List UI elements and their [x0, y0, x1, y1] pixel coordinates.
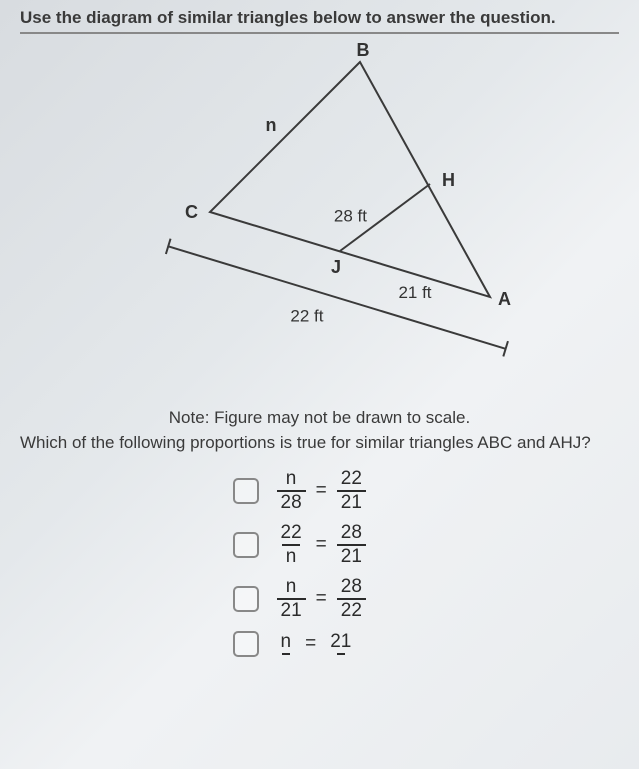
- option-d-right-den: [337, 653, 345, 656]
- option-c-left-den: 21: [277, 598, 306, 621]
- vertex-h-label: H: [442, 170, 455, 190]
- option-c-left-num: n: [282, 577, 301, 598]
- measurement-ca: 22 ft: [290, 307, 323, 326]
- option-c-right-den: 22: [337, 598, 366, 621]
- option-a-left-den: 28: [277, 490, 306, 513]
- answer-options: n28 = 2221 22n = 2821 n21 = 2822: [20, 469, 619, 657]
- measurement-ja: 21 ft: [398, 283, 431, 302]
- option-b-right-den: 21: [337, 544, 366, 567]
- vertex-c-label: C: [185, 202, 198, 222]
- option-a[interactable]: n28 = 2221: [233, 469, 407, 513]
- option-b-equation: 22n = 2821: [277, 523, 407, 567]
- option-d-left-num: n: [277, 632, 296, 653]
- option-d-checkbox[interactable]: [233, 631, 259, 657]
- vertex-a-label: A: [498, 289, 511, 309]
- diagram-area: B C A J H n 28 ft 21 ft 22 ft: [20, 42, 619, 402]
- option-a-right-den: 21: [337, 490, 366, 513]
- instruction-text: Use the diagram of similar triangles bel…: [20, 8, 619, 34]
- option-a-checkbox[interactable]: [233, 478, 259, 504]
- option-d-left-den: [282, 653, 290, 656]
- option-a-right-num: 22: [337, 469, 366, 490]
- equals-sign: =: [316, 588, 327, 610]
- measurement-jh: 28 ft: [333, 207, 366, 226]
- option-b-checkbox[interactable]: [233, 532, 259, 558]
- side-n-label: n: [265, 115, 276, 135]
- option-b[interactable]: 22n = 2821: [233, 523, 407, 567]
- option-c-right-num: 28: [337, 577, 366, 598]
- question-text: Which of the following proportions is tr…: [20, 432, 619, 455]
- option-b-left-den: n: [282, 544, 301, 567]
- option-d-right-num: 21: [326, 632, 355, 653]
- figure-note: Note: Figure may not be drawn to scale.: [20, 408, 619, 428]
- equals-sign: =: [316, 480, 327, 502]
- equals-sign: =: [305, 633, 316, 655]
- option-b-right-num: 28: [337, 523, 366, 544]
- equals-sign: =: [316, 534, 327, 556]
- vertex-j-label: J: [330, 257, 340, 277]
- option-d[interactable]: n = 21: [233, 631, 407, 657]
- option-c-checkbox[interactable]: [233, 586, 259, 612]
- option-a-left-num: n: [282, 469, 301, 490]
- option-a-equation: n28 = 2221: [277, 469, 407, 513]
- option-d-equation: n = 21: [277, 632, 407, 656]
- option-b-left-num: 22: [277, 523, 306, 544]
- option-c[interactable]: n21 = 2822: [233, 577, 407, 621]
- vertex-b-label: B: [356, 42, 369, 60]
- option-c-equation: n21 = 2822: [277, 577, 407, 621]
